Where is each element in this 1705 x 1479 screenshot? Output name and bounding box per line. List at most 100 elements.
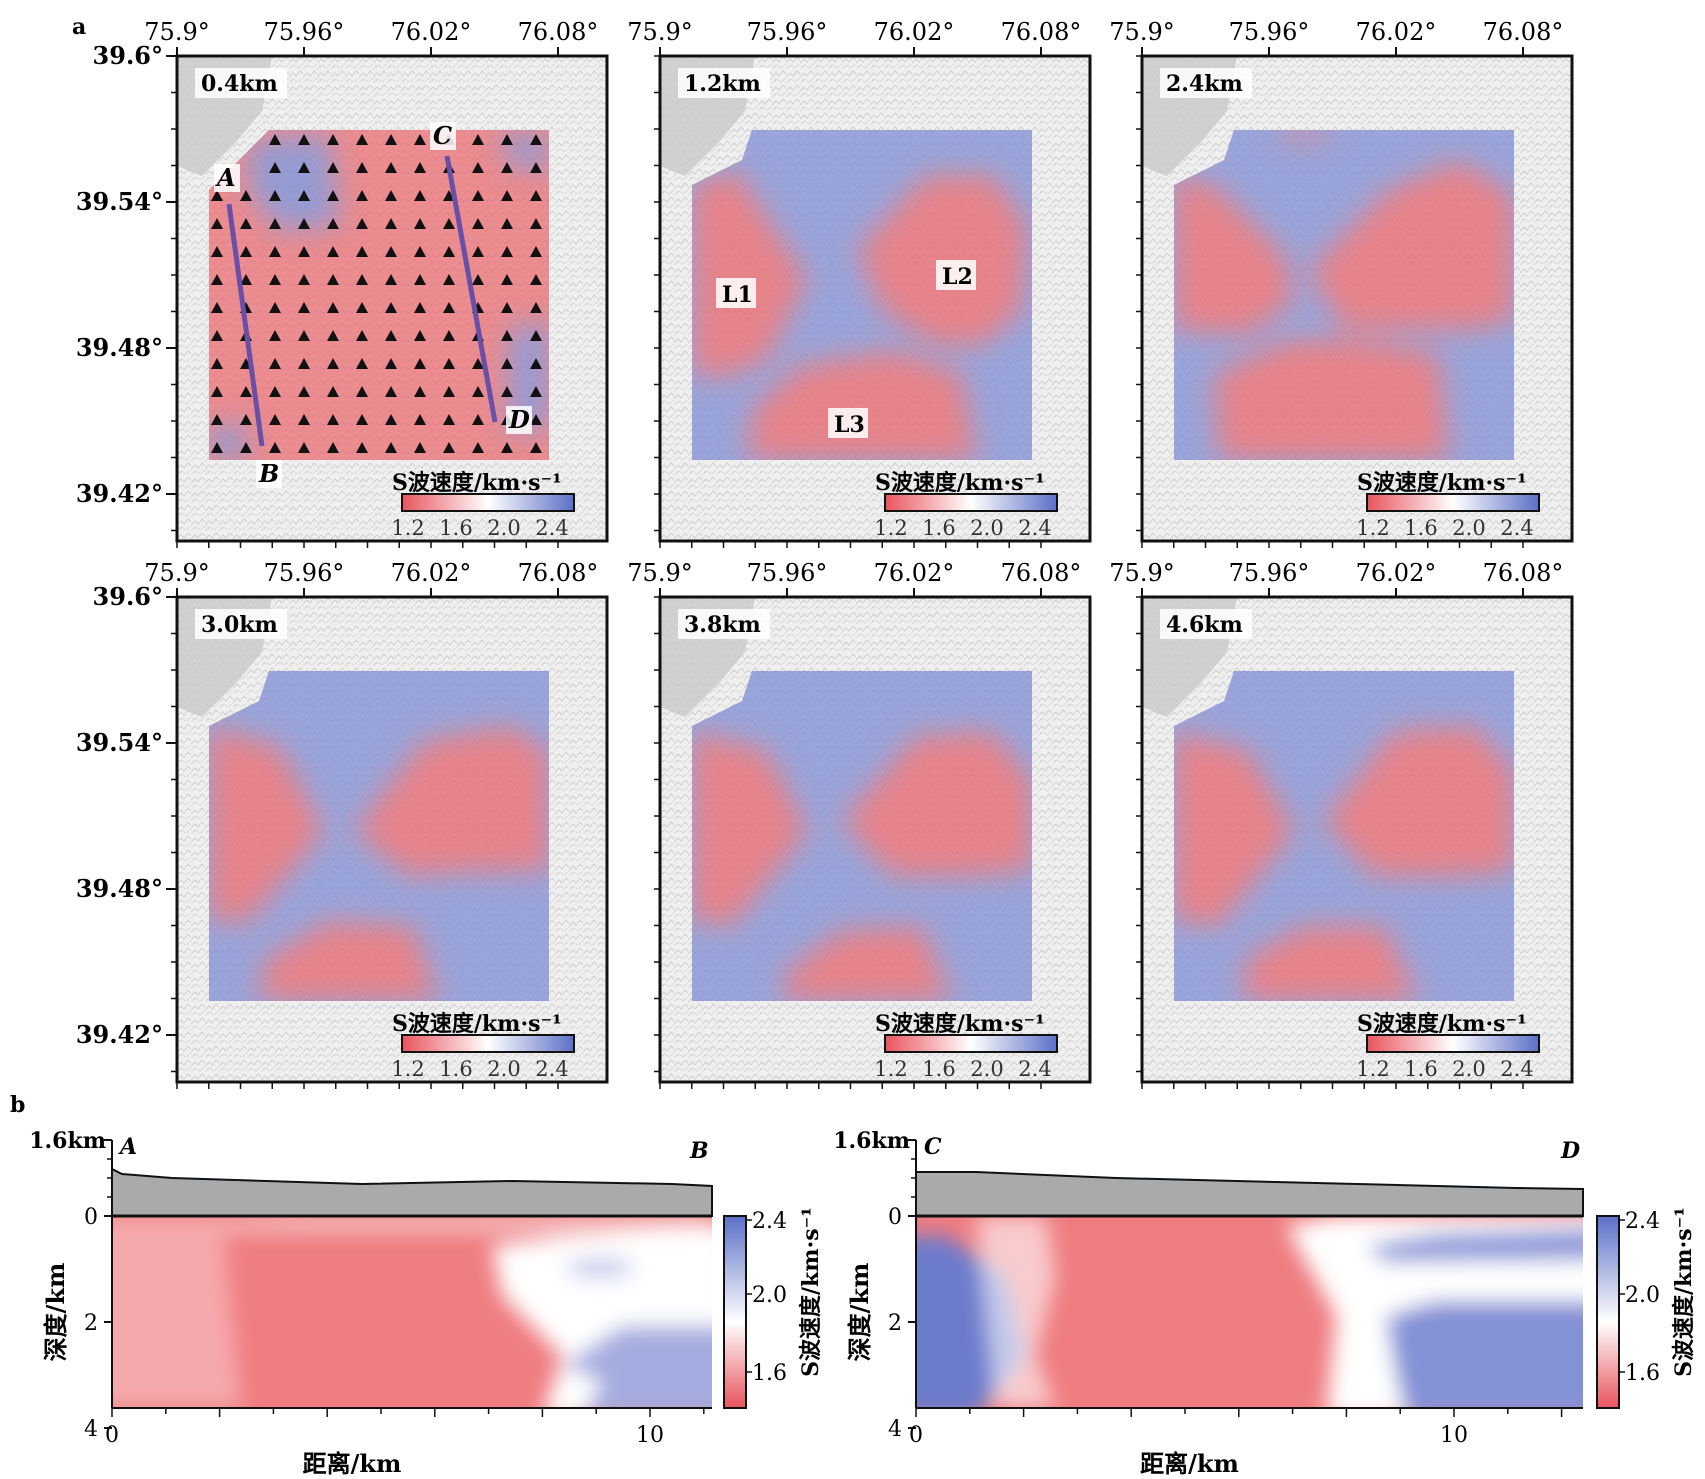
- station-triangle: [327, 358, 339, 369]
- colorbar-label: S波速度/km·s⁻¹: [1671, 1207, 1697, 1377]
- station-triangle: [443, 358, 455, 369]
- colorbar-label: S波速度/km·s⁻¹: [875, 470, 1045, 496]
- relief-overlay: [209, 130, 549, 460]
- station-triangle: [269, 274, 281, 285]
- profile-colorbar: 2.4 2.0 1.6 S波速度/km·s⁻¹: [1596, 1207, 1697, 1409]
- endpoint-label-bg: [214, 164, 240, 192]
- station-triangle: [240, 386, 252, 397]
- station-triangle: [356, 302, 368, 313]
- section-anomalies: [112, 1216, 712, 1408]
- station-triangle: [298, 190, 310, 201]
- station-triangle: [530, 162, 542, 173]
- station-triangle: [211, 386, 223, 397]
- station-triangle: [298, 386, 310, 397]
- topography-profile: [111, 1167, 713, 1217]
- station-triangle: [385, 134, 397, 145]
- station-triangle: [443, 302, 455, 313]
- station-triangle: [414, 386, 426, 397]
- station-triangle: [327, 274, 339, 285]
- station-triangle: [327, 162, 339, 173]
- y-tick-label: 39.48°: [76, 333, 163, 362]
- station-triangle: [240, 246, 252, 257]
- x-tick-label: 75.9°: [627, 559, 692, 587]
- station-triangle: [211, 246, 223, 257]
- colorbar: S波速度/km·s⁻¹ 1.2 1.6 2.0 2.4: [391, 470, 575, 540]
- station-triangle: [443, 330, 455, 341]
- station-triangle: [327, 386, 339, 397]
- station-triangle: [530, 246, 542, 257]
- station-triangle: [269, 218, 281, 229]
- station-triangle: [530, 442, 542, 453]
- station-triangle: [414, 358, 426, 369]
- station-triangle: [501, 358, 513, 369]
- station-triangle: [414, 218, 426, 229]
- station-triangle: [211, 358, 223, 369]
- colorbar-tick-label: 2.4: [1625, 1209, 1660, 1234]
- endpoint-label: C: [433, 121, 452, 150]
- elevation-tick-label: 1.6km: [833, 1128, 910, 1154]
- y-tick-label: 39.42°: [76, 479, 163, 508]
- elevation-tick-label: 1.6km: [29, 1128, 106, 1154]
- map-panel-2: 75.9° 75.96° 76.02° 76.08° 1.2km S波速度/km·s⁻¹ 1…: [627, 18, 1092, 548]
- velocity-field: [692, 671, 1032, 1001]
- colorbar-tick-label: 2.0: [1452, 1057, 1485, 1081]
- station-triangle: [530, 414, 542, 425]
- station-triangle: [240, 218, 252, 229]
- station-triangle: [414, 442, 426, 453]
- colorbar-label: S波速度/km·s⁻¹: [392, 1011, 562, 1037]
- station-triangle: [356, 358, 368, 369]
- colorbar: S波速度/km·s⁻¹ 1.2 1.6 2.0 2.4: [1356, 470, 1540, 540]
- velocity-section: [916, 1216, 1583, 1408]
- x-tick-label: 76.08°: [1483, 18, 1564, 46]
- colorbar-label: S波速度/km·s⁻¹: [392, 470, 562, 496]
- station-triangle: [298, 162, 310, 173]
- map-panel-6: 75.9° 75.96° 76.02° 76.08° 4.6km S波速度/km·s⁻¹ 1…: [1109, 559, 1574, 1089]
- colorbar-bar: [723, 1215, 747, 1409]
- station-triangle: [385, 442, 397, 453]
- profile-colorbar: 2.4 2.0 1.6 S波速度/km·s⁻¹: [723, 1207, 824, 1409]
- profile-line-AB: [226, 203, 265, 447]
- velocity-section: [112, 1216, 712, 1408]
- colorbar-tick-label: 2.4: [535, 1057, 568, 1081]
- y-tick-label: 39.54°: [76, 728, 163, 757]
- colorbar-tick-label: 2.0: [1625, 1283, 1660, 1308]
- depth-label: 3.8km: [678, 609, 770, 639]
- station-triangle: [530, 358, 542, 369]
- station-triangle: [414, 274, 426, 285]
- colorbar: S波速度/km·s⁻¹ 1.2 1.6 2.0 2.4: [874, 470, 1058, 540]
- y-tick-label: 4: [84, 1417, 98, 1442]
- low-contrast-zone: [112, 1216, 242, 1408]
- station-triangle: [501, 218, 513, 229]
- y-tick-label: 2: [888, 1311, 902, 1336]
- colorbar: S波速度/km·s⁻¹ 1.2 1.6 2.0 2.4: [391, 1011, 575, 1081]
- map-frame: [175, 595, 609, 1084]
- station-triangle: [501, 190, 513, 201]
- x-tick-label: 75.96°: [1229, 18, 1310, 46]
- depth-label-text: 3.0km: [201, 612, 278, 638]
- station-triangle: [298, 330, 310, 341]
- endpoint-label: B: [258, 459, 279, 488]
- station-triangle: [385, 162, 397, 173]
- colorbar-tick-label: 1.6: [752, 1361, 787, 1386]
- low-contrast-band: [112, 1216, 712, 1232]
- map-panel-3: 75.9° 75.96° 76.02° 76.08° 2.4km S波速度/km·s⁻¹ 1…: [1109, 18, 1574, 548]
- y-tick-label: 39.6°: [93, 582, 163, 611]
- colorbar-bar: [1366, 493, 1540, 512]
- colorbar-tick-label: 2.4: [535, 516, 568, 540]
- anomaly-label-bg: [716, 278, 756, 308]
- map-frame: [658, 595, 1092, 1084]
- station-triangle: [472, 274, 484, 285]
- station-triangle: [385, 358, 397, 369]
- station-triangle: [298, 302, 310, 313]
- station-triangle: [385, 386, 397, 397]
- station-triangle: [385, 302, 397, 313]
- station-triangle: [298, 134, 310, 145]
- y-axis-label: 深度/km: [41, 1263, 70, 1362]
- depth-label: 2.4km: [1160, 68, 1252, 98]
- station-triangle: [327, 134, 339, 145]
- station-triangle: [269, 162, 281, 173]
- topography-profile: [915, 1171, 1584, 1217]
- colorbar-label: S波速度/km·s⁻¹: [875, 1011, 1045, 1037]
- station-triangle: [443, 218, 455, 229]
- station-triangle: [356, 386, 368, 397]
